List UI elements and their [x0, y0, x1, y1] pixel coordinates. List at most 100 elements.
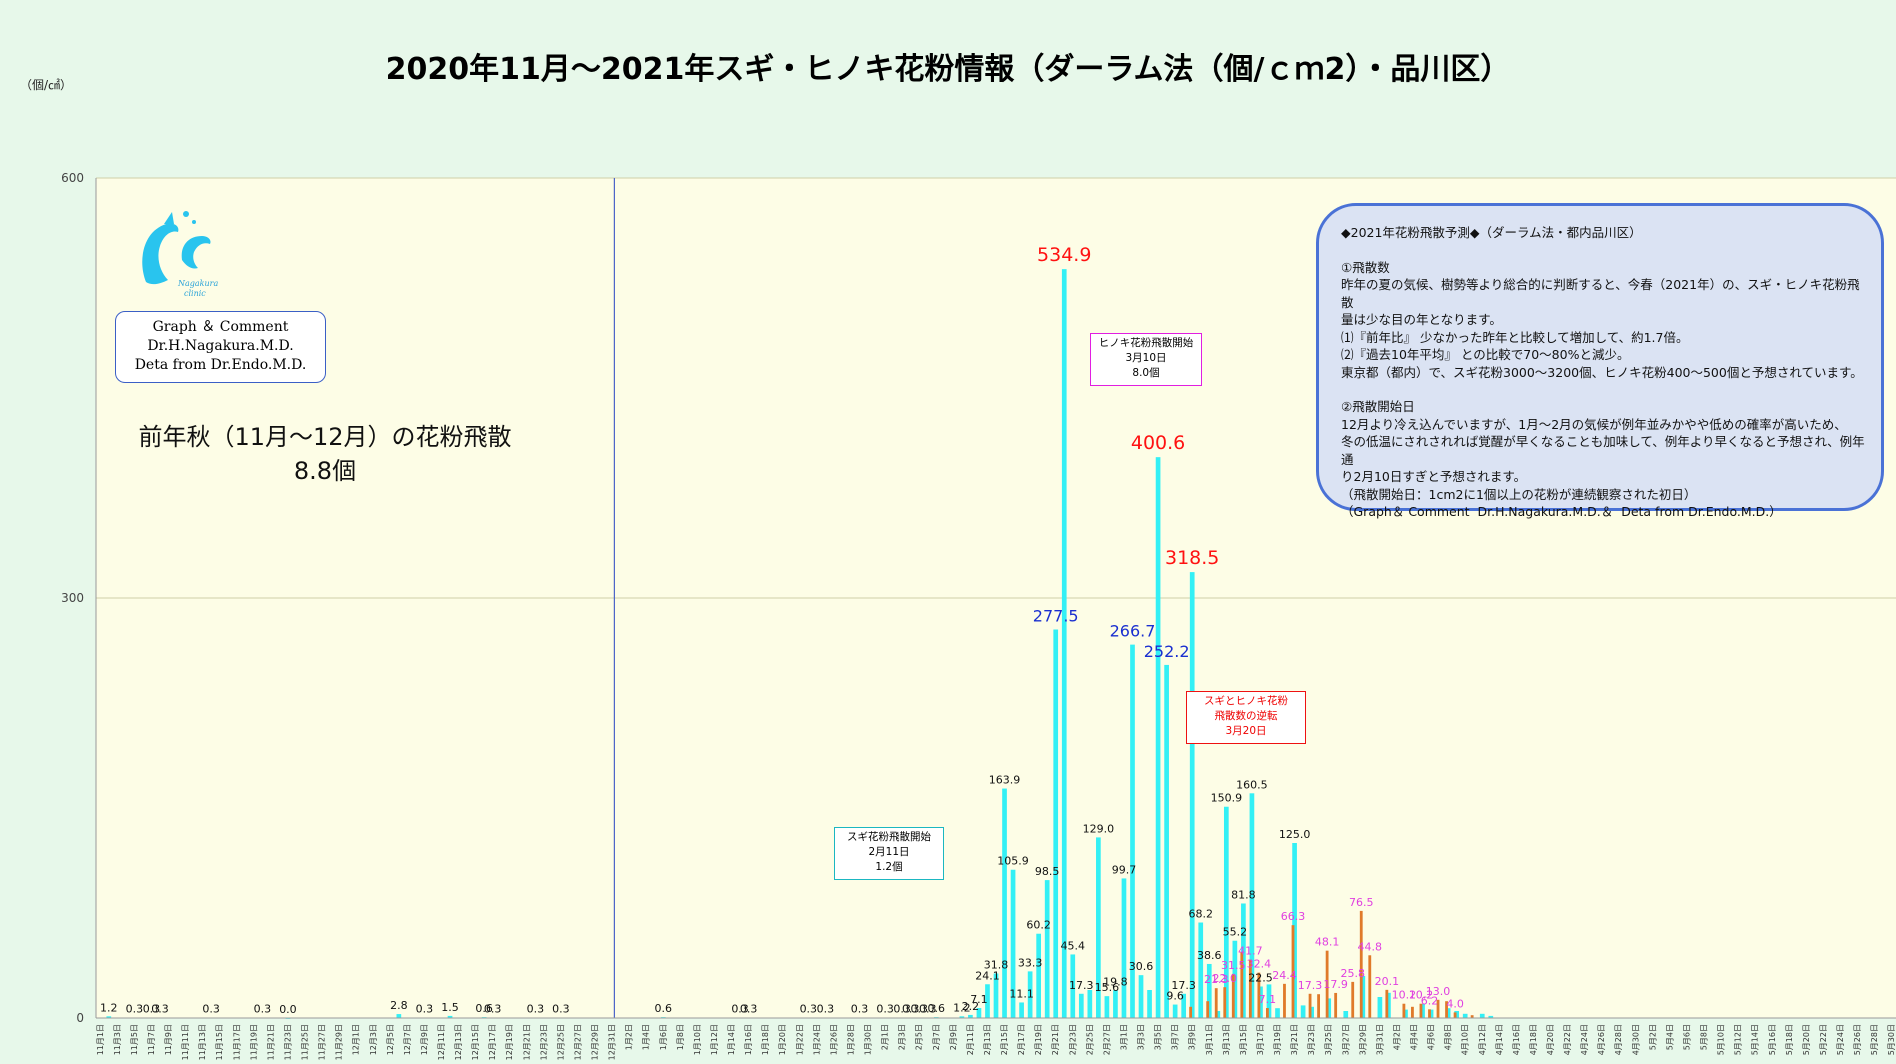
- x-tick-label: 5月14日: [1751, 1024, 1760, 1055]
- x-tick-label: 5月22日: [1819, 1024, 1828, 1055]
- sugi-data-label: 1.2: [953, 1001, 971, 1014]
- x-tick-label: 5月6日: [1682, 1024, 1691, 1050]
- hinoki-note-line-3: 8.0個: [1132, 367, 1160, 379]
- sugi-data-label: 2.2: [962, 1000, 980, 1013]
- sugi-bar: [1326, 998, 1332, 1018]
- sugi-bar: [1019, 1002, 1024, 1018]
- x-tick-label: 11月5日: [130, 1024, 139, 1055]
- hinoki-data-label: 10.2: [1409, 989, 1434, 1002]
- x-tick-label: 1月14日: [727, 1024, 736, 1055]
- sugi-data-label: 17.3: [1171, 979, 1196, 992]
- sugi-bar: [1155, 457, 1161, 1018]
- hinoki-bar: [1411, 1006, 1414, 1018]
- x-tick-label: 2月9日: [949, 1024, 958, 1050]
- hinoki-bar: [1368, 955, 1372, 1018]
- hinoki-note-line-1: ヒノキ花粉飛散開始: [1098, 337, 1194, 349]
- sugi-data-label: 0.3: [919, 1003, 937, 1016]
- x-tick-label: 11月13日: [198, 1024, 207, 1060]
- x-tick-label: 2月1日: [881, 1024, 890, 1050]
- sugi-note-line-2: 2月11日: [868, 846, 910, 858]
- sugi-data-label: 0.6: [928, 1002, 946, 1015]
- y-tick-label: 600: [61, 171, 84, 185]
- sugi-bar: [1343, 1011, 1349, 1018]
- x-tick-label: 3月21日: [1290, 1024, 1299, 1055]
- sugi-data-label: 0.3: [484, 1003, 502, 1016]
- sugi-data-label: 252.2: [1144, 642, 1190, 661]
- x-tick-label: 1月26日: [829, 1024, 838, 1055]
- x-tick-label: 2月15日: [1000, 1024, 1009, 1055]
- sugi-bar: [985, 984, 990, 1018]
- x-tick-label: 3月31日: [1375, 1024, 1384, 1055]
- dolphin-icon: Nagakura clinic: [142, 211, 218, 298]
- x-tick-label: 5月2日: [1648, 1024, 1657, 1050]
- sugi-data-label: 0.3: [893, 1003, 911, 1016]
- x-tick-label: 2月7日: [932, 1024, 941, 1050]
- sugi-data-label: 31.8: [984, 958, 1009, 971]
- forecast-s2-line: 12月より冷え込んでいますが、1月～2月の気候が例年並みかやや低めの確率が高いた…: [1341, 416, 1847, 432]
- x-tick-label: 12月15日: [471, 1024, 480, 1060]
- hinoki-data-label: 31.5: [1221, 959, 1246, 972]
- sugi-data-label: 9.6: [1166, 990, 1184, 1003]
- x-tick-label: 2月3日: [898, 1024, 907, 1050]
- x-tick-label: 12月1日: [352, 1024, 361, 1055]
- x-tick-label: 3月15日: [1239, 1024, 1248, 1055]
- x-tick-label: 4月4日: [1410, 1024, 1419, 1050]
- x-tick-label: 4月16日: [1512, 1024, 1521, 1055]
- sugi-bar: [1454, 1011, 1460, 1018]
- sugi-data-label: 277.5: [1033, 607, 1079, 626]
- x-tick-label: 3月19日: [1273, 1024, 1282, 1055]
- x-tick-label: 11月3日: [113, 1024, 122, 1055]
- sugi-bar: [1087, 990, 1093, 1018]
- sugi-data-label: 19.8: [1103, 975, 1128, 988]
- sugi-bar: [976, 1008, 982, 1018]
- forecast-s2-title: ②飛散開始日: [1341, 399, 1415, 414]
- sugi-bar: [1113, 990, 1118, 1018]
- svg-text:Nagakura: Nagakura: [177, 279, 218, 288]
- x-tick-label: 11月27日: [318, 1024, 327, 1060]
- sugi-data-label: 68.2: [1188, 908, 1213, 921]
- hinoki-data-label: 21.3: [1204, 973, 1229, 986]
- sugi-bar: [1360, 976, 1366, 1018]
- sugi-data-label: 22.5: [1248, 972, 1273, 985]
- x-tick-label: 1月8日: [676, 1024, 685, 1050]
- x-tick-label: 2月21日: [1051, 1024, 1060, 1055]
- x-tick-label: 5月4日: [1665, 1024, 1674, 1050]
- sugi-data-label: 1.5: [441, 1001, 459, 1014]
- reversal-note-line-2: 飛散数の逆転: [1214, 710, 1278, 722]
- x-tick-label: 3月7日: [1171, 1024, 1180, 1050]
- sugi-data-label: 33.3: [1018, 956, 1043, 969]
- sugi-bar: [1096, 837, 1101, 1018]
- sugi-data-label: 38.6: [1197, 949, 1222, 962]
- x-tick-label: 5月8日: [1700, 1024, 1709, 1050]
- hinoki-bar: [1445, 1001, 1448, 1018]
- hinoki-data-label: 48.1: [1315, 936, 1340, 949]
- x-tick-label: 4月12日: [1478, 1024, 1487, 1055]
- x-tick-label: 11月9日: [164, 1024, 173, 1055]
- sugi-data-label: 534.9: [1037, 244, 1091, 266]
- x-tick-label: 11月25日: [301, 1024, 310, 1060]
- x-tick-label: 3月23日: [1307, 1024, 1316, 1055]
- sugi-data-label: 98.5: [1035, 865, 1060, 878]
- sugi-bar: [1377, 997, 1383, 1018]
- svg-text:clinic: clinic: [184, 289, 206, 298]
- hinoki-bar: [1266, 1008, 1269, 1018]
- x-tick-label: 5月16日: [1768, 1024, 1777, 1055]
- sugi-data-label: 105.9: [997, 855, 1029, 868]
- x-tick-label: 5月24日: [1836, 1024, 1845, 1055]
- hinoki-data-label: 13.0: [1426, 985, 1451, 998]
- sugi-data-label: 163.9: [989, 774, 1021, 787]
- hinoki-bar: [1223, 987, 1227, 1018]
- x-tick-label: 11月15日: [215, 1024, 224, 1060]
- sugi-data-label: 0.3: [254, 1003, 272, 1016]
- sugi-data-label: 0.3: [151, 1003, 169, 1016]
- sugi-bar: [1249, 793, 1255, 1018]
- sugi-data-label: 2.8: [390, 999, 408, 1012]
- sugi-data-label: 125.0: [1279, 828, 1311, 841]
- sugi-bar: [1300, 1005, 1306, 1018]
- x-tick-label: 2月13日: [983, 1024, 992, 1055]
- sugi-data-label: 0.3: [527, 1003, 545, 1016]
- hinoki-bar: [1402, 1003, 1406, 1018]
- x-tick-label: 5月30日: [1887, 1024, 1896, 1055]
- x-tick-label: 2月5日: [915, 1024, 924, 1050]
- sugi-data-label: 0.6: [475, 1002, 493, 1015]
